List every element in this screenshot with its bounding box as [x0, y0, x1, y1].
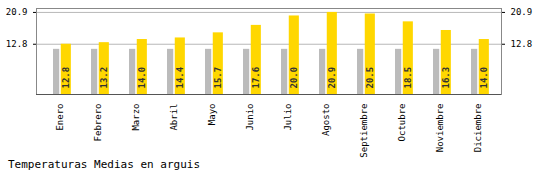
svg-text:20.0: 20.0 — [289, 67, 299, 89]
svg-text:Octubre: Octubre — [397, 104, 407, 142]
svg-text:Marzo: Marzo — [131, 104, 141, 131]
svg-text:Diciembre: Diciembre — [473, 104, 483, 153]
svg-text:20.9: 20.9 — [511, 7, 533, 17]
svg-text:20.9: 20.9 — [327, 67, 337, 89]
svg-text:14.4: 14.4 — [175, 66, 185, 88]
svg-text:18.5: 18.5 — [403, 67, 413, 89]
svg-text:13.2: 13.2 — [99, 67, 109, 89]
svg-text:Noviembre: Noviembre — [435, 104, 445, 153]
svg-text:15.7: 15.7 — [213, 67, 223, 89]
svg-text:12.8: 12.8 — [61, 67, 71, 89]
svg-text:16.3: 16.3 — [441, 67, 451, 89]
svg-text:14.0: 14.0 — [137, 67, 147, 89]
svg-text:20.9: 20.9 — [6, 7, 28, 17]
svg-text:Junio: Junio — [245, 104, 255, 131]
svg-text:Febrero: Febrero — [93, 104, 103, 142]
html-text:Temperaturas Medias en arguis: Temperaturas Medias en arguis — [8, 158, 201, 171]
svg-text:Julio: Julio — [283, 104, 293, 131]
svg-text:20.5: 20.5 — [365, 67, 375, 89]
svg-text:17.6: 17.6 — [251, 67, 261, 89]
svg-text:Agosto: Agosto — [321, 104, 331, 137]
svg-text:12.8: 12.8 — [6, 39, 28, 49]
svg-text:Abril: Abril — [169, 104, 179, 131]
svg-text:Septiembre: Septiembre — [359, 104, 369, 158]
svg-text:14.0: 14.0 — [479, 67, 489, 89]
svg-text:Mayo: Mayo — [207, 104, 217, 126]
svg-text:Enero: Enero — [55, 104, 65, 131]
svg-text:12.8: 12.8 — [511, 39, 533, 49]
